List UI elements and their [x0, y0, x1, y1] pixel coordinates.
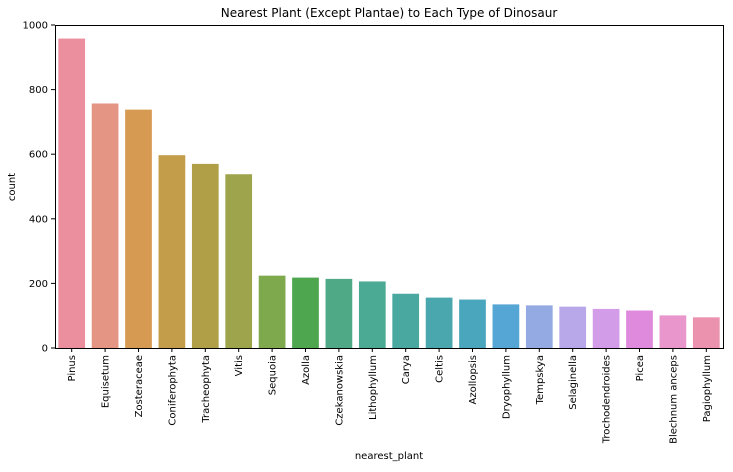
bar-zosteraceae	[125, 109, 152, 348]
y-tick-label: 1000	[23, 21, 48, 32]
bar-pagiophyllum	[692, 317, 720, 348]
x-axis-label: nearest_plant	[355, 451, 423, 462]
bar-tracheophyta	[191, 163, 219, 348]
bar-equisetum	[91, 103, 119, 349]
bar-carya	[392, 293, 420, 348]
bars-layer	[58, 38, 720, 349]
x-tick-label: Equisetum	[101, 355, 112, 408]
bar-lithophyllum	[358, 281, 386, 348]
y-axis-label: count	[7, 173, 18, 201]
bar-vitis	[225, 174, 253, 348]
x-tick-label: Dryophyllum	[501, 355, 512, 419]
bar-blechnum-anceps	[659, 315, 687, 348]
y-tick-label: 400	[29, 214, 48, 225]
y-tick-label: 200	[29, 279, 48, 290]
bar-celtis	[425, 297, 453, 348]
plot-frame	[55, 25, 724, 349]
bar-tempskya	[525, 305, 553, 348]
x-tick-label: Pagiophyllum	[702, 355, 713, 422]
x-tick-label: Lithophyllum	[368, 355, 379, 420]
x-tick-label: Azollopsis	[468, 355, 479, 404]
y-tick-label: 0	[42, 344, 48, 355]
bar-czekanowskia	[325, 278, 353, 348]
bar-coniferophyta	[158, 155, 186, 348]
bar-azollopsis	[459, 299, 486, 348]
bar-trochodendroides	[592, 308, 620, 348]
x-tick-label: Pinus	[67, 355, 78, 381]
x-tick-label: Vitis	[234, 355, 245, 376]
bar-azolla	[292, 277, 319, 348]
x-tick-label: Carya	[401, 355, 412, 384]
y-axis: 0 200 400 600 800 1000	[23, 21, 55, 355]
x-tick-label: Trochodendroides	[602, 355, 613, 444]
x-tick-label: Selaginella	[568, 355, 579, 410]
x-tick-label: Tracheophyta	[201, 355, 212, 424]
bar-pinus	[58, 38, 86, 348]
bar-sequoia	[258, 275, 286, 348]
x-tick-label: Coniferophyta	[167, 355, 178, 426]
bar-dryophyllum	[492, 304, 520, 348]
x-tick-label: Azolla	[301, 355, 312, 385]
y-tick-label: 800	[29, 85, 48, 96]
y-tick-label: 600	[29, 150, 48, 161]
x-tick-label: Zosteraceae	[134, 355, 145, 417]
x-axis: Pinus Equisetum Zosteraceae Coniferophyta Tr…	[67, 348, 713, 444]
bar-picea	[626, 310, 653, 348]
chart-title: Nearest Plant (Except Plantae) to Each T…	[221, 6, 558, 20]
x-tick-label: Picea	[635, 355, 646, 381]
bar-selaginella	[559, 306, 587, 348]
x-tick-label: Sequoia	[268, 355, 279, 395]
x-tick-label: Blechnum anceps	[668, 355, 679, 444]
x-tick-label: Tempskya	[535, 355, 546, 405]
x-tick-label: Celtis	[435, 355, 446, 383]
x-tick-label: Czekanowskia	[334, 355, 345, 426]
